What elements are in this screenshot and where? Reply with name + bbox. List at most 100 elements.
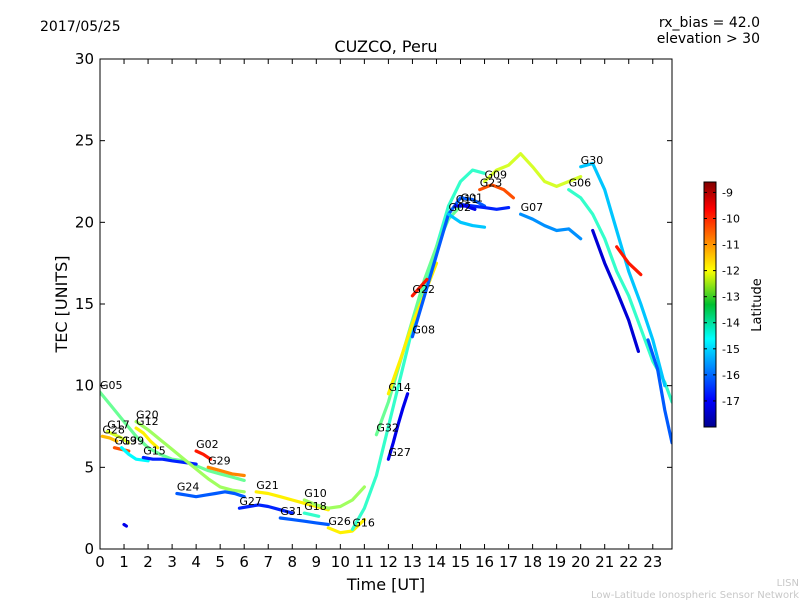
x-tick-label: 23 (643, 553, 662, 571)
colorbar-label: Latitude (750, 278, 765, 332)
series-label: G02 (196, 438, 219, 451)
series-label: G17 (107, 418, 130, 431)
series-line-g26 (326, 518, 366, 535)
elevation-label: elevation > 30 (657, 31, 760, 47)
series-label: G02 (448, 201, 471, 214)
series-line-g23 (478, 183, 515, 200)
x-tick-label: 21 (595, 553, 614, 571)
series-line-unlabeled (122, 522, 128, 528)
y-tick-label: 30 (75, 50, 94, 68)
data-series-group (100, 152, 672, 535)
footer-network: Low-Latitude Ionospheric Sensor Network (591, 590, 799, 600)
x-tick-label: 13 (403, 553, 422, 571)
series-label: G07 (521, 201, 544, 214)
series-label: G20 (136, 409, 159, 422)
series-line-g08 (410, 196, 487, 339)
x-tick-label: 1 (119, 553, 129, 571)
series-line-g09 (482, 152, 583, 188)
colorbar-gradient (703, 181, 717, 428)
x-tick-label: 0 (95, 553, 105, 571)
series-label: G24 (177, 480, 200, 493)
series-line-g27 (237, 503, 294, 515)
series-label: G09 (485, 169, 508, 182)
x-tick-label: 19 (547, 553, 566, 571)
date-label: 2017/05/25 (40, 19, 121, 35)
footer-lisn: LISN (777, 578, 799, 589)
series-line-g11 (454, 204, 477, 211)
colorbar-tick-label: -10 (722, 212, 740, 225)
x-tick-label: 16 (475, 553, 494, 571)
series-line-g24 (175, 490, 246, 499)
y-tick-label: 20 (75, 213, 94, 231)
x-tick-label: 17 (499, 553, 518, 571)
series-line-g18 (302, 511, 321, 518)
x-tick-label: 3 (167, 553, 177, 571)
colorbar-ticks: -9 -10 -11 -12 -13 -14 -15 -16 -17 (704, 186, 740, 408)
series-label: G01 (461, 191, 484, 204)
series-label: G10 (304, 487, 327, 500)
series-label: G26 (328, 515, 351, 528)
series-line-unlabeled (646, 338, 672, 445)
series-label: G15 (143, 445, 166, 458)
colorbar-tick-label: -11 (722, 239, 740, 252)
series-line-g02 (194, 449, 213, 461)
x-tick-label: 8 (287, 553, 297, 571)
colorbar-tick-label: -16 (722, 369, 740, 382)
chart-title: CUZCO, Peru (334, 37, 437, 56)
series-label: G27 (388, 446, 411, 459)
series-label: G27 (239, 495, 262, 508)
x-axis: 0 1 2 3 4 5 6 7 8 9 10 11 12 13 14 15 16 17 18 19 20 21 22 23 (95, 59, 662, 571)
x-tick-label: 11 (355, 553, 374, 571)
series-label: G28 (102, 423, 125, 436)
series-label: G08 (412, 324, 435, 337)
y-axis-label: TEC [UNITS] (52, 256, 71, 354)
x-tick-label: 2 (143, 553, 153, 571)
series-label: G14 (388, 381, 411, 394)
series-label: G16 (352, 516, 375, 529)
series-line-g29 (206, 465, 246, 478)
series-line-g39 (120, 446, 150, 463)
series-label: G05 (100, 379, 123, 392)
series-labels-group: G05G28G17G19G39G15G20G12G02G29G24G27G21G… (100, 154, 603, 530)
series-line-g31 (278, 516, 330, 527)
series-line-g30 (579, 161, 667, 388)
colorbar-tick-label: -9 (722, 186, 733, 199)
x-tick-label: 18 (523, 553, 542, 571)
series-line-g27 (386, 392, 410, 461)
x-tick-label: 7 (263, 553, 273, 571)
series-line-g17 (105, 429, 131, 445)
series-label: G18 (304, 500, 327, 513)
y-tick-label: 0 (84, 540, 94, 558)
y-tick-label: 15 (75, 295, 94, 313)
series-label: G32 (376, 422, 399, 435)
x-tick-label: 22 (619, 553, 638, 571)
series-label: G12 (136, 415, 159, 428)
colorbar: -9 -10 -11 -12 -13 -14 -15 -16 -17 Latitude (703, 181, 765, 428)
series-label: G30 (581, 154, 604, 167)
x-tick-label: 14 (427, 553, 446, 571)
y-tick-label: 25 (75, 132, 94, 150)
plot-frame (99, 58, 673, 550)
rx-bias-label: rx_bias = 42.0 (659, 15, 760, 31)
x-tick-label: 20 (571, 553, 590, 571)
series-label: G29 (208, 454, 231, 467)
x-tick-label: 4 (191, 553, 201, 571)
y-axis: 0 5 10 15 20 25 30 (75, 50, 672, 558)
y-tick-label: 10 (75, 377, 94, 395)
colorbar-tick-label: -13 (722, 291, 740, 304)
x-tick-label: 6 (239, 553, 249, 571)
series-line-g20 (134, 420, 246, 494)
x-tick-label: 9 (312, 553, 322, 571)
series-line-g22 (410, 277, 429, 298)
colorbar-tick-label: -15 (722, 343, 740, 356)
series-label: G22 (412, 283, 435, 296)
series-label: G39 (122, 435, 145, 448)
series-line-g28 (100, 434, 119, 443)
series-line-g12 (134, 426, 160, 450)
series-label: G19 (114, 435, 137, 448)
series-line-g10 (302, 485, 366, 510)
colorbar-tick-label: -17 (722, 395, 740, 408)
series-label: G23 (480, 177, 503, 190)
series-line-g07 (519, 212, 583, 241)
